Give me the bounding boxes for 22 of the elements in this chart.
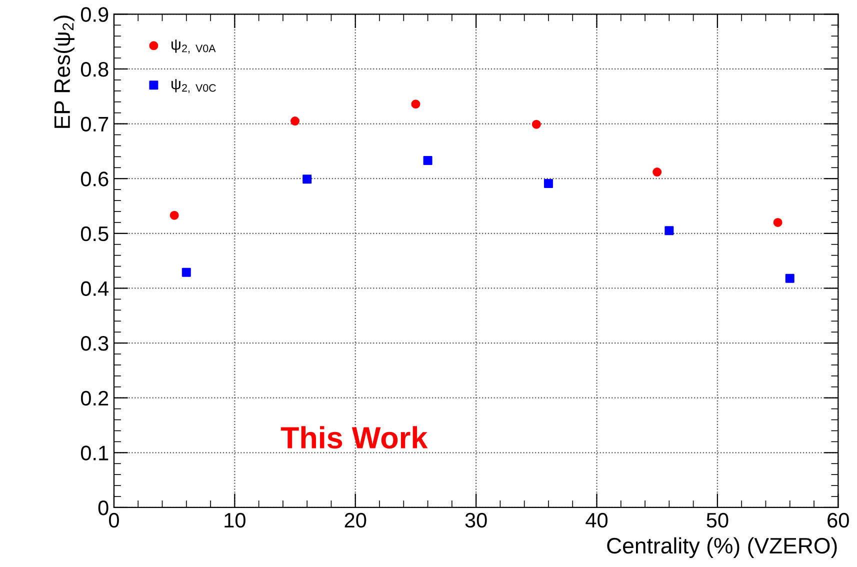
y-axis-title: EP Res(ψ$_{2}$): [54, 16, 74, 128]
x-tick-label: 40: [586, 512, 608, 528]
annotation: This Work: [280, 426, 428, 449]
y-tick-label: 0.9: [80, 7, 108, 22]
y-tick-label: 0.8: [80, 62, 108, 77]
y-tick-label: 0.1: [80, 446, 108, 460]
y-tick-label: 0.3: [80, 336, 108, 351]
y-tick-label: 0.7: [80, 116, 108, 132]
x-tick-label: 10: [224, 512, 246, 528]
y-tick-label: 0: [98, 500, 108, 516]
y-tick-label: 0.6: [80, 172, 108, 186]
x-tick-label: 60: [828, 512, 849, 528]
legend-label: ψ$_{2, V0C}$: [172, 79, 216, 93]
x-tick-label: 30: [465, 512, 487, 528]
x-tick-label: 50: [706, 512, 728, 528]
y-tick-label: 0.4: [80, 281, 109, 296]
x-tick-label: 0: [109, 512, 119, 528]
y-tick-label: 0.5: [80, 226, 108, 242]
x-axis-title: Centrality (%) (VZERO): [607, 537, 837, 558]
x-tick-label: 20: [344, 512, 366, 528]
y-tick-label: 0.2: [80, 390, 108, 406]
legend-label: ψ$_{2, V0A}$: [172, 40, 216, 54]
